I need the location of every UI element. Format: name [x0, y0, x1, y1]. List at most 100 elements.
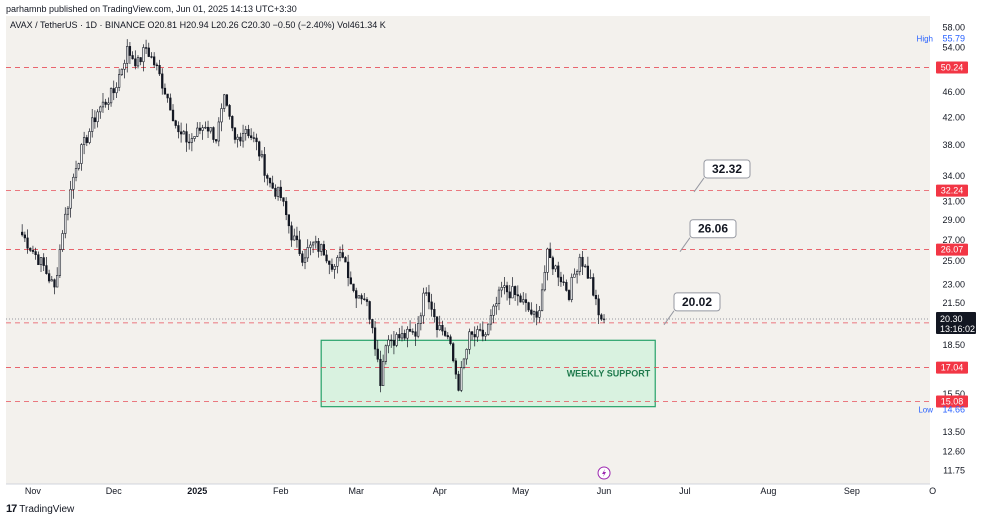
- candle[interactable]: [535, 311, 538, 318]
- candle[interactable]: [441, 324, 444, 332]
- callout-box-20.02[interactable]: [673, 292, 721, 312]
- candle[interactable]: [376, 348, 379, 360]
- candle[interactable]: [465, 348, 468, 360]
- price-chart[interactable]: WEEKLY SUPPORT32.3226.0620.0258.0054.005…: [6, 16, 976, 498]
- candle[interactable]: [233, 127, 237, 140]
- candle[interactable]: [382, 361, 385, 386]
- candle[interactable]: [255, 137, 258, 143]
- candle[interactable]: [384, 345, 387, 362]
- candle[interactable]: [204, 126, 207, 129]
- candle[interactable]: [120, 68, 123, 75]
- candle[interactable]: [344, 257, 347, 263]
- candle[interactable]: [597, 298, 600, 316]
- candle[interactable]: [171, 109, 175, 121]
- candle[interactable]: [492, 305, 495, 316]
- candle[interactable]: [303, 257, 307, 263]
- candle[interactable]: [581, 256, 584, 267]
- candle[interactable]: [239, 136, 242, 142]
- candle[interactable]: [209, 127, 212, 132]
- candle[interactable]: [163, 87, 167, 95]
- candle[interactable]: [134, 58, 137, 67]
- candle[interactable]: [514, 286, 517, 295]
- candle[interactable]: [559, 276, 563, 283]
- candle[interactable]: [31, 250, 35, 252]
- candle[interactable]: [417, 323, 420, 337]
- candle[interactable]: [557, 265, 560, 278]
- candle[interactable]: [109, 88, 113, 104]
- candle[interactable]: [104, 101, 107, 105]
- candle[interactable]: [414, 331, 417, 337]
- candle[interactable]: [481, 329, 484, 337]
- candle[interactable]: [201, 127, 204, 131]
- candle[interactable]: [287, 214, 290, 227]
- candle[interactable]: [64, 213, 67, 234]
- candle[interactable]: [578, 256, 581, 272]
- candle[interactable]: [530, 309, 533, 315]
- candle[interactable]: [198, 127, 202, 131]
- candle[interactable]: [317, 240, 320, 252]
- candle[interactable]: [285, 201, 288, 216]
- candle[interactable]: [250, 135, 253, 138]
- candle[interactable]: [53, 279, 56, 288]
- candle[interactable]: [371, 319, 374, 329]
- candle[interactable]: [96, 111, 99, 123]
- candle[interactable]: [115, 87, 118, 94]
- candle[interactable]: [147, 47, 150, 57]
- candle[interactable]: [128, 46, 132, 56]
- candle[interactable]: [433, 309, 436, 318]
- candle[interactable]: [446, 335, 449, 338]
- candle[interactable]: [473, 334, 476, 338]
- candle[interactable]: [540, 289, 544, 311]
- candle[interactable]: [282, 197, 285, 202]
- candle[interactable]: [174, 120, 177, 126]
- candle[interactable]: [217, 121, 220, 142]
- candle[interactable]: [489, 315, 493, 325]
- candle[interactable]: [26, 237, 29, 249]
- candle[interactable]: [435, 316, 439, 331]
- candle[interactable]: [260, 154, 264, 157]
- candle[interactable]: [349, 277, 352, 285]
- candle[interactable]: [50, 279, 53, 282]
- candle[interactable]: [306, 247, 309, 259]
- candle[interactable]: [23, 234, 26, 239]
- candle[interactable]: [586, 265, 590, 279]
- candle[interactable]: [126, 46, 129, 64]
- candle[interactable]: [524, 299, 528, 303]
- candle[interactable]: [468, 331, 471, 350]
- candle[interactable]: [320, 244, 323, 252]
- candle[interactable]: [276, 186, 280, 197]
- candle[interactable]: [314, 240, 317, 244]
- candle[interactable]: [355, 290, 358, 299]
- candle[interactable]: [594, 295, 598, 300]
- candle[interactable]: [258, 141, 261, 157]
- candle[interactable]: [142, 47, 145, 63]
- candle[interactable]: [425, 292, 428, 294]
- candle[interactable]: [252, 137, 255, 139]
- candle[interactable]: [387, 339, 390, 347]
- candle[interactable]: [460, 367, 463, 391]
- candle[interactable]: [589, 277, 592, 279]
- candle[interactable]: [169, 97, 172, 111]
- chart-area[interactable]: WEEKLY SUPPORT32.3226.0620.0258.0054.005…: [6, 16, 976, 498]
- candle[interactable]: [158, 65, 161, 75]
- candle[interactable]: [290, 225, 293, 241]
- candle[interactable]: [225, 94, 229, 106]
- candle[interactable]: [85, 137, 88, 143]
- candle[interactable]: [406, 328, 409, 339]
- candle[interactable]: [80, 144, 83, 164]
- candle[interactable]: [179, 131, 183, 135]
- candle[interactable]: [527, 302, 530, 311]
- candle[interactable]: [271, 182, 274, 189]
- candle[interactable]: [567, 290, 571, 300]
- candle[interactable]: [546, 248, 549, 273]
- candle[interactable]: [592, 277, 595, 296]
- candle[interactable]: [352, 283, 355, 291]
- candle[interactable]: [427, 292, 431, 303]
- candle[interactable]: [118, 74, 121, 88]
- candle[interactable]: [430, 301, 433, 310]
- candle[interactable]: [575, 271, 579, 275]
- candle[interactable]: [107, 102, 110, 105]
- candle[interactable]: [311, 242, 315, 246]
- candle[interactable]: [61, 233, 64, 250]
- candle[interactable]: [139, 57, 142, 63]
